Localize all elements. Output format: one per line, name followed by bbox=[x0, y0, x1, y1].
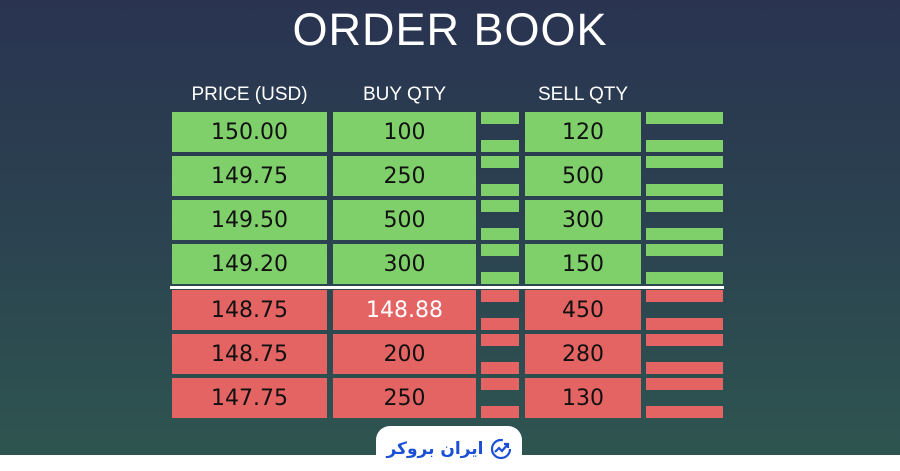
header-buy-qty: BUY QTY bbox=[362, 84, 447, 105]
price-cell: 150.00 bbox=[172, 112, 327, 152]
buy-qty-cell: 148.88 bbox=[333, 290, 476, 330]
buy-depth-bar bbox=[481, 362, 519, 374]
sell-depth-bar bbox=[646, 244, 723, 256]
header-sell-qty: SELL QTY bbox=[537, 84, 629, 105]
buy-qty-cell: 200 bbox=[333, 334, 476, 374]
sell-qty-cell: 450 bbox=[525, 290, 641, 330]
header-price: PRICE (USD) bbox=[191, 84, 308, 105]
buy-depth-bar bbox=[481, 290, 519, 302]
price-cell: 148.75 bbox=[172, 334, 327, 374]
logo-text: ایران بروکر bbox=[386, 438, 484, 459]
buy-depth-bar bbox=[481, 272, 519, 284]
sell-qty-cell: 120 bbox=[525, 112, 641, 152]
buy-depth-bar bbox=[481, 406, 519, 418]
buy-depth-bar bbox=[481, 184, 519, 196]
sell-qty-cell: 280 bbox=[525, 334, 641, 374]
buy-depth-bar bbox=[481, 140, 519, 152]
buy-depth-bar bbox=[481, 334, 519, 346]
page-title: ORDER BOOK bbox=[292, 4, 608, 55]
buy-depth-bar bbox=[481, 156, 519, 168]
buy-qty-cell: 250 bbox=[333, 156, 476, 196]
buy-qty-cell: 100 bbox=[333, 112, 476, 152]
sell-qty-cell: 300 bbox=[525, 200, 641, 240]
sell-depth-bar bbox=[646, 406, 723, 418]
sell-qty-cell: 500 bbox=[525, 156, 641, 196]
sell-depth-bar bbox=[646, 112, 723, 124]
sell-depth-bar bbox=[646, 362, 723, 374]
sell-depth-bar bbox=[646, 272, 723, 284]
sell-qty-cell: 130 bbox=[525, 378, 641, 418]
trend-chart-icon bbox=[490, 438, 511, 459]
price-cell: 148.75 bbox=[172, 290, 327, 330]
sell-depth-bar bbox=[646, 334, 723, 346]
buy-qty-cell: 300 bbox=[333, 244, 476, 284]
sell-qty-cell: 150 bbox=[525, 244, 641, 284]
sell-depth-bar bbox=[646, 156, 723, 168]
sell-depth-bar bbox=[646, 228, 723, 240]
buy-depth-bar bbox=[481, 228, 519, 240]
buy-depth-bar bbox=[481, 112, 519, 124]
spread-divider bbox=[170, 286, 724, 289]
brand-logo[interactable]: ایران بروکر bbox=[376, 426, 522, 471]
sell-depth-bar bbox=[646, 318, 723, 330]
price-cell: 147.75 bbox=[172, 378, 327, 418]
buy-qty-cell: 250 bbox=[333, 378, 476, 418]
buy-qty-cell: 500 bbox=[333, 200, 476, 240]
sell-depth-bar bbox=[646, 290, 723, 302]
price-cell: 149.75 bbox=[172, 156, 327, 196]
buy-depth-bar bbox=[481, 378, 519, 390]
sell-depth-bar bbox=[646, 140, 723, 152]
buy-depth-bar bbox=[481, 244, 519, 256]
price-cell: 149.20 bbox=[172, 244, 327, 284]
price-cell: 149.50 bbox=[172, 200, 327, 240]
sell-depth-bar bbox=[646, 378, 723, 390]
sell-depth-bar bbox=[646, 184, 723, 196]
buy-depth-bar bbox=[481, 200, 519, 212]
buy-depth-bar bbox=[481, 318, 519, 330]
sell-depth-bar bbox=[646, 200, 723, 212]
